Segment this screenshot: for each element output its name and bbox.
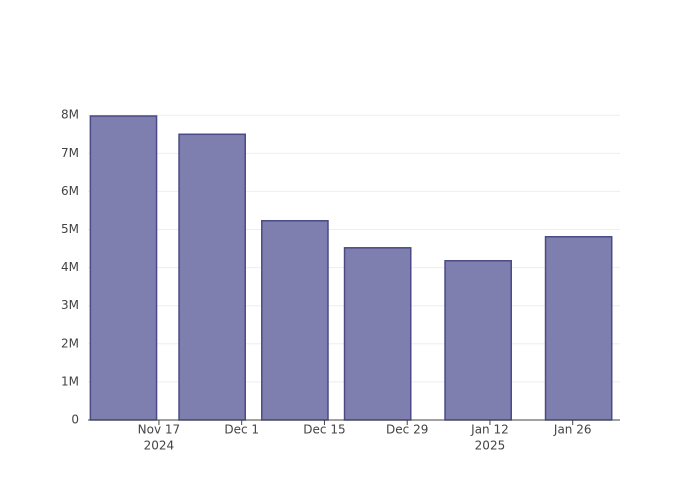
x-tick-label: Nov 17 [138, 423, 181, 437]
y-tick-label: 6M [61, 184, 79, 198]
x-tick-label: Dec 15 [303, 423, 345, 437]
y-tick-label: 5M [61, 222, 79, 236]
x-tick-label: Dec 29 [386, 423, 428, 437]
bar [444, 260, 512, 421]
x-tick-label: Jan 12 [470, 423, 509, 437]
x-tick-year: 2025 [475, 439, 506, 453]
y-tick-label: 8M [61, 108, 79, 122]
y-tick-label: 4M [61, 260, 79, 274]
x-tick-label: Dec 1 [224, 423, 259, 437]
bar [544, 236, 613, 421]
y-tick-label: 0 [71, 413, 79, 427]
bar [343, 247, 412, 421]
y-tick-label: 1M [61, 374, 79, 388]
y-tick-label: 3M [61, 298, 79, 312]
y-tick-label: 7M [61, 146, 79, 160]
bar [261, 220, 329, 421]
bar [178, 133, 246, 421]
bar [89, 115, 158, 421]
x-tick-label: Jan 26 [553, 423, 592, 437]
y-tick-label: 2M [61, 336, 79, 350]
x-tick-year: 2024 [144, 439, 175, 453]
